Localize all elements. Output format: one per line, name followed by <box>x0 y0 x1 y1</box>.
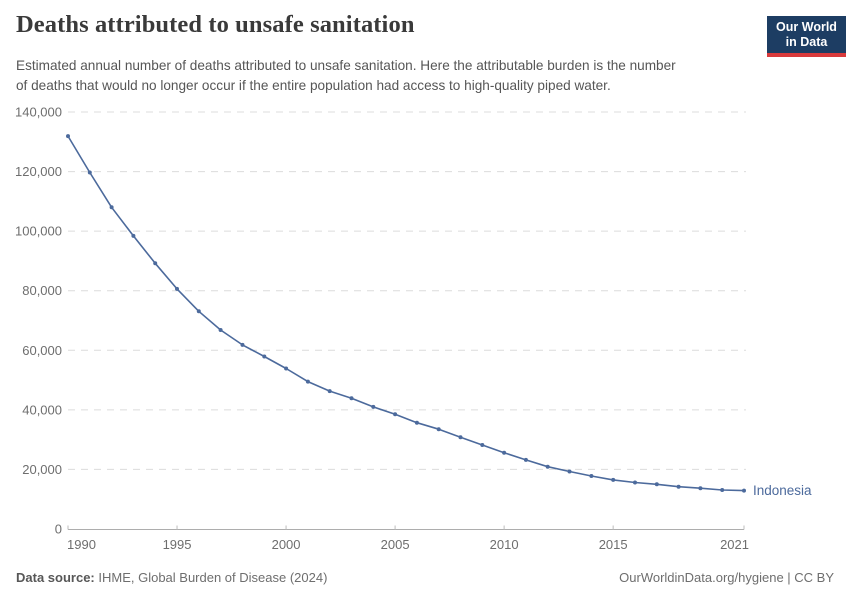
data-point[interactable] <box>698 486 703 491</box>
data-point[interactable] <box>414 420 419 425</box>
data-point[interactable] <box>327 389 332 394</box>
series-label-indonesia[interactable]: Indonesia <box>753 483 812 498</box>
data-point[interactable] <box>349 396 354 401</box>
x-axis-tick-label: 2010 <box>490 537 519 552</box>
data-point[interactable] <box>175 286 179 291</box>
data-point[interactable] <box>109 205 114 210</box>
data-point[interactable] <box>218 328 223 332</box>
data-point[interactable] <box>480 443 485 447</box>
owid-logo[interactable]: Our World in Data <box>767 16 846 57</box>
chart-subtitle: Estimated annual number of deaths attrib… <box>16 58 676 93</box>
data-point[interactable] <box>87 170 92 175</box>
data-point[interactable] <box>720 488 725 492</box>
y-axis-tick-label: 80,000 <box>22 283 62 298</box>
data-point[interactable] <box>436 427 441 432</box>
data-point[interactable] <box>240 342 245 347</box>
y-axis-tick-label: 60,000 <box>22 343 62 358</box>
license-link[interactable]: OurWorldinData.org/hygiene | CC BY <box>619 570 834 585</box>
data-point[interactable] <box>153 261 158 266</box>
data-point[interactable] <box>305 379 310 384</box>
x-axis-tick-label: 1990 <box>67 537 96 552</box>
license-text: OurWorldinData.org/hygiene | CC BY <box>619 570 834 585</box>
data-point[interactable] <box>654 482 659 487</box>
data-point[interactable] <box>589 474 594 478</box>
y-axis-tick-label: 20,000 <box>22 462 62 477</box>
data-point[interactable] <box>523 457 528 462</box>
data-point[interactable] <box>567 469 572 474</box>
data-point[interactable] <box>502 450 507 455</box>
page-title: Deaths attributed to unsafe sanitation <box>16 11 415 38</box>
data-line-indonesia[interactable] <box>67 135 745 492</box>
y-axis-tick-label: 120,000 <box>15 164 62 179</box>
data-point[interactable] <box>196 309 201 314</box>
data-point[interactable] <box>458 435 463 440</box>
data-point[interactable] <box>66 134 70 139</box>
data-source: Data source: IHME, Global Burden of Dise… <box>16 570 327 585</box>
owid-logo-line1: Our World <box>776 20 837 34</box>
data-point[interactable] <box>676 484 681 489</box>
data-source-label: Data source: <box>16 570 95 585</box>
data-point[interactable] <box>742 488 746 493</box>
y-axis-tick-label: 140,000 <box>15 105 62 120</box>
x-axis-tick-label: 2015 <box>599 537 628 552</box>
y-axis-tick-label: 100,000 <box>15 224 62 239</box>
y-axis-tick-label: 40,000 <box>22 402 62 417</box>
y-axis-tick-label: 0 <box>55 522 62 537</box>
x-axis-tick-label: 2005 <box>381 537 410 552</box>
data-point[interactable] <box>262 354 267 359</box>
data-point[interactable] <box>545 464 550 469</box>
x-axis-tick-label: 2021 <box>720 537 749 552</box>
data-point[interactable] <box>633 480 637 485</box>
data-point[interactable] <box>611 477 616 482</box>
data-source-value: IHME, Global Burden of Disease (2024) <box>94 570 328 585</box>
data-point[interactable] <box>393 412 398 417</box>
x-axis-tick-label: 2000 <box>272 537 301 552</box>
data-point[interactable] <box>371 404 376 409</box>
chart-footer: Data source: IHME, Global Burden of Dise… <box>16 570 834 585</box>
data-point[interactable] <box>131 233 136 238</box>
data-point[interactable] <box>284 366 289 371</box>
owid-logo-line2: in Data <box>785 35 828 49</box>
x-axis-tick-label: 1995 <box>163 537 192 552</box>
